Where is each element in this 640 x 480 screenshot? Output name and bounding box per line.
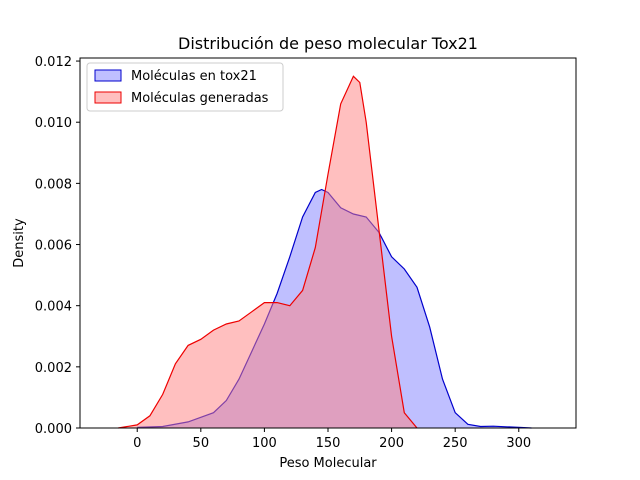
x-tick-label: 100 [252, 436, 277, 451]
y-tick-label: 0.008 [35, 177, 72, 192]
legend-label-tox21: Moléculas en tox21 [131, 69, 257, 84]
x-tick-label: 250 [443, 436, 468, 451]
x-tick-label: 0 [133, 436, 141, 451]
x-axis-ticks: 0 50 100 150 200 250 300 [133, 428, 531, 451]
y-tick-label: 0.002 [35, 361, 72, 376]
y-tick-label: 0.012 [35, 55, 72, 70]
legend-label-generated: Moléculas generadas [131, 91, 269, 106]
legend: Moléculas en tox21 Moléculas generadas [86, 62, 284, 112]
density-line-generated [118, 75, 418, 429]
x-tick-label: 200 [379, 436, 404, 451]
y-tick-label: 0.000 [35, 422, 72, 437]
plot-frame [79, 57, 577, 429]
y-axis-ticks: 0.000 0.002 0.004 0.006 0.008 0.010 0.012 [35, 55, 80, 437]
y-tick-label: 0.004 [35, 300, 72, 315]
legend-box [86, 62, 284, 112]
x-tick-label: 50 [193, 436, 210, 451]
y-tick-label: 0.010 [35, 116, 72, 131]
x-axis-label: Peso Molecular [279, 456, 377, 471]
density-area-generated [118, 76, 417, 429]
legend-swatch-tox21 [94, 69, 122, 82]
legend-swatch-generated [94, 91, 122, 104]
series-layer [118, 75, 532, 429]
y-axis-label: Density [12, 218, 27, 268]
y-tick-label: 0.006 [35, 239, 72, 254]
x-tick-label: 300 [506, 436, 531, 451]
x-tick-label: 150 [316, 436, 341, 451]
chart-title: Distribución de peso molecular Tox21 [178, 34, 478, 53]
